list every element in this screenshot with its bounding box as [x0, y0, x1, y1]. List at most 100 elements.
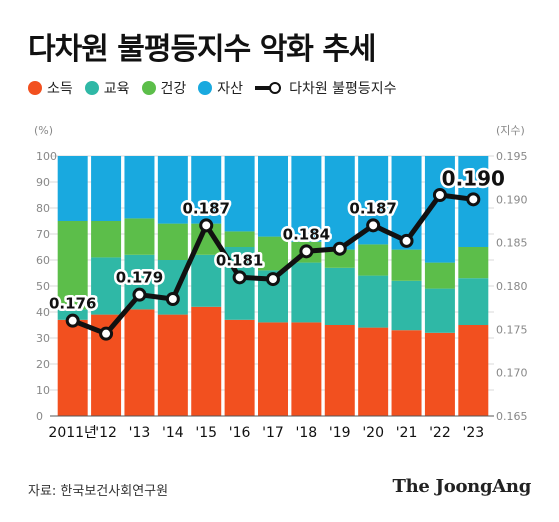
bar-segment	[91, 257, 122, 315]
x-tick-label: '14	[162, 425, 184, 441]
legend-label-income: 소득	[47, 81, 73, 97]
legend-label-education: 교육	[103, 81, 130, 97]
bar-segment	[324, 325, 355, 416]
y-tick-label: 70	[36, 228, 50, 241]
bar-segment	[57, 319, 88, 416]
y2-tick-label: 0.180	[496, 280, 528, 293]
bar-segment	[424, 332, 455, 416]
y2-tick-label: 0.170	[496, 367, 528, 380]
x-tick-label: '20	[362, 425, 384, 441]
index-point	[399, 233, 414, 248]
bar-segment	[324, 249, 355, 268]
y-tick-label: 20	[36, 358, 50, 371]
bar-segment	[191, 254, 222, 307]
index-data-label: 0.181	[216, 251, 263, 269]
y-tick-label: 0	[36, 410, 43, 423]
x-tick-label: '13	[129, 425, 151, 441]
bar-segment	[191, 306, 222, 416]
bar-segment	[458, 325, 489, 416]
legend-swatch-education	[84, 81, 99, 95]
bar-segment	[391, 330, 422, 416]
legend-item-health: 건강	[141, 78, 187, 98]
bar-segment	[324, 267, 355, 325]
legend-swatch-index	[255, 81, 283, 95]
bar-segment	[157, 156, 188, 224]
bar-segment	[358, 275, 389, 328]
index-point	[232, 270, 247, 285]
index-point	[432, 188, 447, 202]
index-point	[266, 272, 280, 287]
index-data-label: 0.187	[349, 199, 396, 217]
y2-tick-label: 0.195	[496, 150, 528, 163]
index-point	[366, 218, 381, 233]
bar-segment	[91, 221, 122, 258]
index-point	[299, 244, 314, 259]
x-tick-label: '23	[462, 425, 484, 441]
index-point	[165, 292, 180, 306]
bar-segment	[258, 322, 288, 416]
y-tick-label: 40	[36, 306, 50, 319]
index-point	[132, 287, 147, 302]
y2-axis-label: (지수)	[496, 124, 525, 137]
x-tick-label: '21	[396, 425, 418, 441]
y-tick-label: 60	[36, 254, 50, 267]
y-axis-label: (%)	[34, 124, 53, 137]
bar-segment	[424, 262, 455, 289]
y-tick-label: 50	[36, 280, 50, 293]
y2-tick-label: 0.175	[496, 323, 528, 336]
bar-segment	[358, 244, 389, 276]
bar-segment	[458, 247, 489, 279]
stacked-bar-line-chart: 0 10 20 30 40 50 60 70 80 90 100 (%) 0.165 0.170 0.175…	[34, 124, 528, 441]
index-point	[65, 313, 80, 328]
y2-tick-label: 0.165	[496, 410, 528, 423]
legend-label-assets: 자산	[217, 81, 244, 97]
index-point	[99, 326, 114, 341]
bar-segment	[157, 314, 188, 416]
x-tick-label: '17	[262, 425, 284, 441]
legend-swatch-health	[141, 81, 156, 95]
y-tick-label: 10	[36, 384, 50, 397]
y2-tick-label: 0.190	[496, 193, 528, 206]
y-tick-label: 30	[36, 332, 50, 345]
bar-segment	[57, 221, 88, 310]
legend-item-income: 소득	[28, 78, 73, 98]
y-tick-label: 80	[36, 202, 50, 215]
bar-segment	[124, 156, 155, 219]
bar-segment	[91, 156, 122, 221]
index-point	[199, 218, 214, 233]
bar-segment	[291, 322, 322, 416]
index-data-label: 0.176	[49, 295, 96, 313]
chart-title: 다차원 불평등지수 악화 추세	[28, 32, 377, 67]
index-point	[332, 241, 347, 256]
legend-swatch-income	[28, 81, 42, 95]
brand-logo: The JoongAng	[392, 476, 532, 497]
legend-swatch-assets	[198, 81, 213, 95]
legend-item-index: 다차원 불평등지수	[255, 78, 397, 98]
bar-segment	[124, 218, 155, 255]
index-data-label: 0.190	[442, 166, 505, 190]
index-data-label: 0.187	[183, 199, 230, 217]
y2-tick-label: 0.185	[496, 237, 528, 250]
bar-segment	[324, 156, 355, 250]
bar-segment	[424, 288, 455, 333]
bar-segment	[358, 327, 389, 416]
legend-item-education: 교육	[84, 78, 130, 98]
bar-segment	[224, 156, 255, 232]
bar-segment	[258, 156, 288, 237]
legend: 소득 교육 건강 자산 다차원 불평등지수	[28, 78, 409, 98]
x-tick-label: '16	[229, 425, 251, 441]
bar-segment	[391, 280, 422, 331]
index-point	[466, 192, 481, 207]
bar-segment	[191, 156, 222, 224]
legend-label-health: 건강	[160, 81, 187, 97]
x-tick-label: '18	[296, 425, 318, 441]
index-data-label: 0.179	[116, 269, 163, 287]
x-tick-label: '12	[95, 425, 117, 441]
legend-item-assets: 자산	[198, 78, 243, 98]
bar-segment	[458, 278, 489, 325]
index-data-label: 0.184	[283, 225, 330, 243]
bar-segment	[291, 156, 322, 242]
bar-segment	[157, 223, 188, 260]
source-note: 자료: 한국보건사회연구원	[28, 484, 169, 499]
bar-segment	[224, 319, 255, 416]
